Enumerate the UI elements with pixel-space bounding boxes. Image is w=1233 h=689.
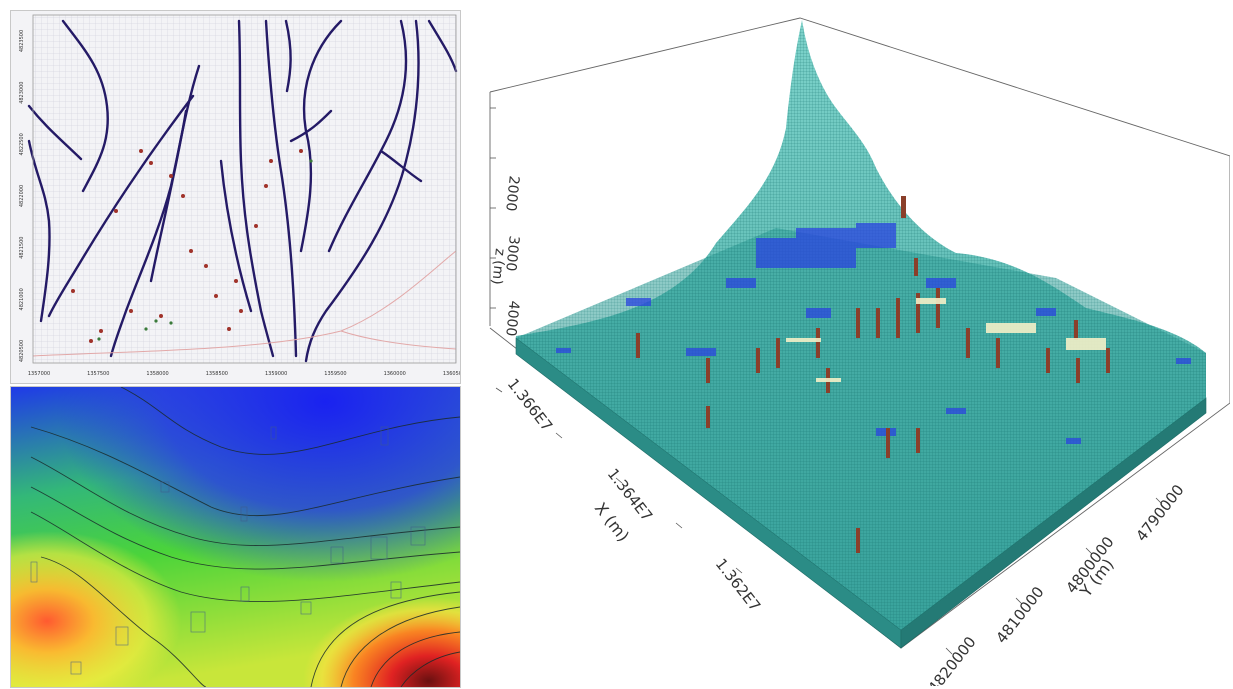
z-axis-label: z (m) (488, 248, 508, 286)
y-tick-label: 4823500 (19, 30, 25, 52)
stream-8 (219, 159, 253, 313)
drainage-map: 1357000 1357500 1358000 1358500 1359000 13595… (11, 11, 460, 383)
x-tick-label: 1360000 (384, 371, 406, 377)
stream-7 (237, 19, 275, 358)
stream-5 (47, 94, 195, 318)
surface-hot-zone-right (11, 387, 460, 687)
x-tick-label: 1358500 (206, 371, 228, 377)
z-tick-label: 4000 (502, 300, 522, 337)
x-tick-label: 1.362E7 (712, 555, 764, 615)
y-tick-label: 4820000 (924, 633, 979, 686)
stream-1 (61, 19, 109, 193)
y-tick-labels: 4823500 4823000 4822500 4822000 4821500 48210… (19, 30, 25, 362)
map-grid (33, 15, 456, 363)
y-tick-label: 4821000 (19, 288, 25, 310)
x-axis-label: X (m) (591, 499, 633, 545)
y-tick-label: 4820500 (19, 340, 25, 362)
z-tick-labels: 4000 3000 2000 (502, 175, 522, 337)
y-tick-label: 4821500 (19, 237, 25, 259)
voxel-clusters (556, 223, 1191, 444)
x-tick-label: 1357000 (28, 371, 50, 377)
roads (32, 250, 457, 357)
stream-network (27, 19, 458, 363)
stream-3 (27, 139, 51, 323)
stream-6 (149, 109, 188, 283)
x-tick-labels: 1357000 1357500 1358000 1358500 1359000 13595… (28, 371, 460, 377)
stream-12 (327, 19, 408, 253)
contour-lines (30, 387, 460, 687)
y-tick-label: 4822500 (19, 133, 25, 155)
x-tick-label: 1358000 (146, 371, 168, 377)
x-tick-label: 1357500 (87, 371, 109, 377)
block-model-3d-panel: 4000 3000 2000 z (m) 1.362E7 1.364E7 1.366E7… (476, 8, 1230, 686)
z-tick-label: 2000 (502, 175, 522, 212)
x-tick-label: 1360500 (443, 371, 460, 377)
x-axis-ticks (495, 387, 743, 574)
stream-16 (379, 149, 423, 183)
z-tick-label: 3000 (502, 235, 522, 272)
block-right-face (900, 397, 1207, 649)
stream-15 (289, 109, 333, 143)
y-tick-label: 4823000 (19, 82, 25, 104)
interpolated-surface-panel (10, 386, 461, 688)
y-tick-label: 4790000 (1132, 481, 1187, 545)
y-axis-ticks (945, 497, 1163, 655)
sample-markers (71, 149, 313, 343)
x-tick-label: 1.366E7 (504, 375, 556, 435)
drill-holes (636, 196, 1110, 553)
x-tick-label: 1359500 (324, 371, 346, 377)
y-tick-label: 4810000 (992, 583, 1047, 647)
interpolated-surface (11, 387, 460, 687)
stream-10 (284, 19, 292, 93)
stream-13 (304, 19, 420, 363)
stream-9 (264, 19, 298, 358)
x-tick-label: 1359000 (265, 371, 287, 377)
map-frame (32, 14, 457, 364)
highlights (786, 298, 1106, 382)
y-tick-label: 4822000 (19, 185, 25, 207)
stream-14 (427, 19, 458, 73)
survey-clusters (30, 426, 426, 675)
z-axis-ticks (490, 107, 496, 309)
drainage-map-panel: 1357000 1357500 1358000 1358500 1359000 13595… (10, 10, 461, 384)
